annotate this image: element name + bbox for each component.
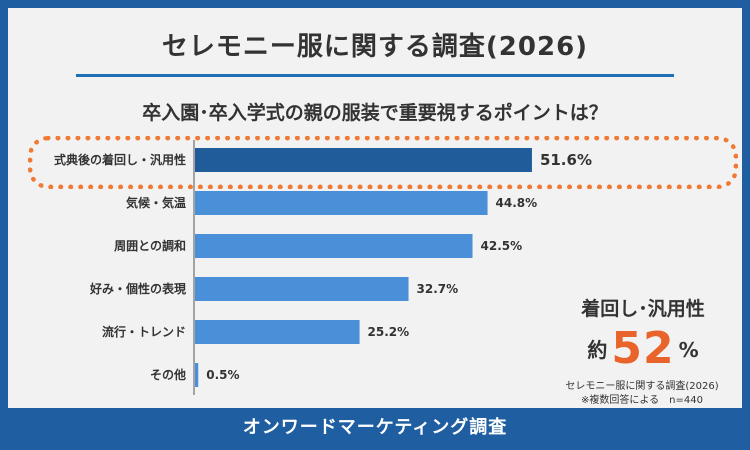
callout: 着回し･汎用性 約52% <box>548 294 738 374</box>
sample-note: ※複数回答による n=440 <box>548 391 736 406</box>
footer-credit: オンワードマーケティング調査 <box>0 413 750 439</box>
bar-value-label: 51.6% <box>540 151 592 169</box>
source-note: セレモニー服に関する調査(2026) <box>548 377 736 392</box>
bar <box>195 363 198 387</box>
chart-panel: セレモニー服に関する調査(2026) 卒入園･卒入学式の親の服装で重要視するポイ… <box>8 8 742 408</box>
bar <box>195 234 473 258</box>
bar-value-label: 42.5% <box>481 239 523 253</box>
callout-number: 52 <box>611 323 674 374</box>
bar <box>195 191 488 215</box>
bar <box>195 320 360 344</box>
callout-unit: % <box>679 338 699 362</box>
bar-value-label: 0.5% <box>206 368 239 382</box>
category-label: 式典後の着回し・汎用性 <box>54 152 186 167</box>
callout-prefix: 約 <box>587 338 607 362</box>
callout-heading: 着回し･汎用性 <box>548 294 738 321</box>
bar <box>195 277 409 301</box>
category-label: その他 <box>150 367 186 382</box>
category-label: 好み・個性の表現 <box>89 281 186 296</box>
bar-value-label: 25.2% <box>368 325 410 339</box>
callout-figure: 約52% <box>548 323 738 374</box>
bar-value-label: 32.7% <box>417 282 459 296</box>
category-label: 流行・トレンド <box>102 324 186 339</box>
category-label: 気候・気温 <box>126 195 186 210</box>
category-label: 周囲との調和 <box>114 238 186 253</box>
bar-value-label: 44.8% <box>496 196 538 210</box>
bar <box>195 148 532 172</box>
